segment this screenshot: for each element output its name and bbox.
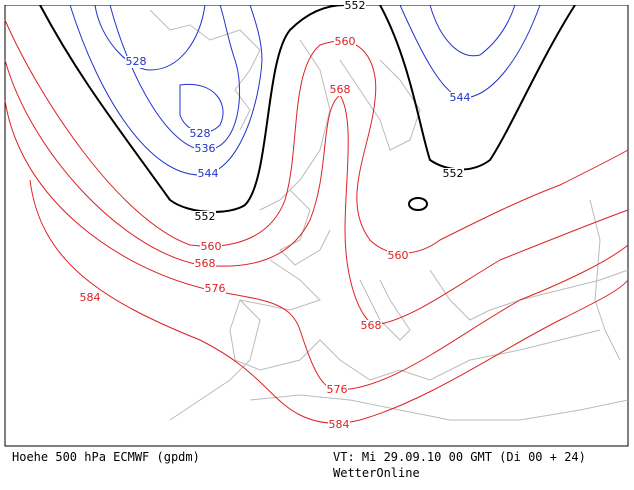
contour-line <box>408 197 428 211</box>
contour-label: 528 <box>190 127 211 140</box>
contour-label: 544 <box>198 167 219 180</box>
label-background <box>194 143 216 155</box>
contour-line <box>39 4 346 213</box>
contour-line <box>94 4 206 71</box>
map-frame <box>4 4 629 447</box>
footer-left: Hoehe 500 hPa ECMWF (gpdm) <box>12 450 200 464</box>
coastline <box>589 199 621 361</box>
contour-label: 536 <box>195 142 216 155</box>
contour-line <box>29 179 629 424</box>
contour-label: 528 <box>126 55 147 68</box>
contour-label: 560 <box>201 240 222 253</box>
label-background <box>449 92 471 104</box>
label-background <box>326 384 348 396</box>
contour-line <box>4 59 629 326</box>
label-background <box>194 258 216 270</box>
coastline <box>229 259 601 381</box>
label-background <box>387 250 409 262</box>
label-background <box>329 84 351 96</box>
contour-label: 552 <box>443 167 464 180</box>
contour-label: 544 <box>450 91 471 104</box>
contour-label: 560 <box>388 249 409 262</box>
coastline <box>169 299 261 421</box>
contour-line <box>69 4 263 176</box>
coastline <box>149 9 261 131</box>
label-background <box>328 419 350 431</box>
label-background <box>197 168 219 180</box>
top-mask <box>0 0 634 5</box>
contour-label: 576 <box>205 282 226 295</box>
contour-label: 568 <box>361 319 382 332</box>
coastline <box>429 269 629 321</box>
contour-line <box>4 19 629 254</box>
label-background <box>204 283 226 295</box>
contour-line <box>429 4 516 57</box>
contour-label: 560 <box>335 35 356 48</box>
label-background <box>200 241 222 253</box>
coastline <box>259 39 331 211</box>
footer-right: VT: Mi 29.09.10 00 GMT (Di 00 + 24) <box>333 450 586 464</box>
contour-line <box>4 99 629 391</box>
contour-label: 552 <box>345 0 366 12</box>
label-background <box>194 211 216 223</box>
coastline <box>279 189 331 266</box>
footer-credit: WetterOnline <box>333 466 420 480</box>
label-background <box>442 168 464 180</box>
coastline <box>359 279 411 341</box>
contour-line <box>179 83 224 133</box>
contour-label: 584 <box>329 418 350 431</box>
label-background <box>125 56 147 68</box>
coastline <box>339 59 421 151</box>
label-background <box>189 128 211 140</box>
label-background <box>344 0 366 12</box>
contour-label: 568 <box>330 83 351 96</box>
contour-label: 576 <box>327 383 348 396</box>
contour-label: 584 <box>80 291 101 304</box>
coastline <box>249 394 629 421</box>
contour-line <box>109 4 240 151</box>
label-background <box>334 36 356 48</box>
label-background <box>360 320 382 332</box>
label-background <box>79 292 101 304</box>
contour-label: 568 <box>195 257 216 270</box>
contour-label: 552 <box>195 210 216 223</box>
coastlines <box>149 9 629 421</box>
